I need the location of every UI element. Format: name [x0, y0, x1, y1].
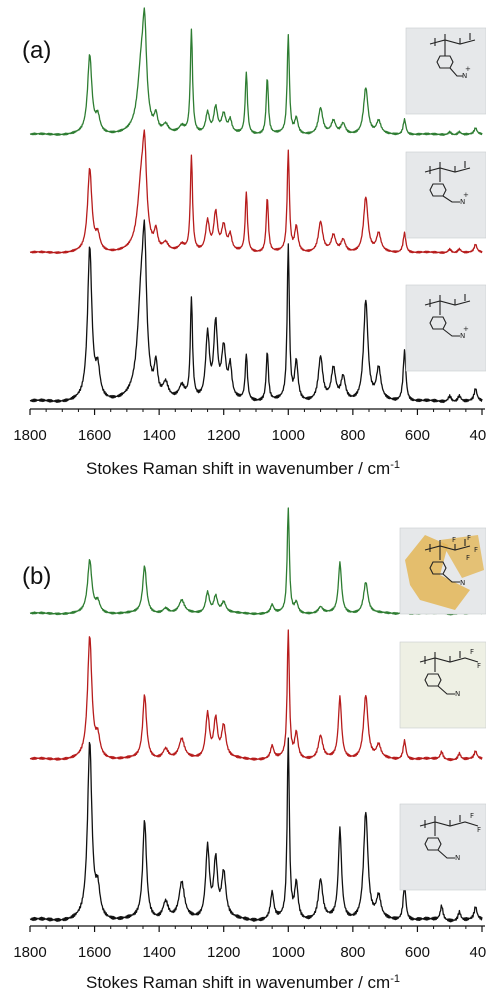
x-tick-label-1400: 1400 — [142, 944, 175, 961]
svg-text:F: F — [470, 648, 474, 656]
svg-text:F: F — [467, 534, 471, 542]
panel-b-label: (b) — [22, 563, 51, 590]
x-axis-title-a: Stokes Raman shift in wavenumber / cm-1 — [86, 459, 400, 478]
spectrum-trace-2 — [29, 129, 483, 255]
x-tick-label-1800: 1800 — [13, 944, 46, 961]
svg-text:+: + — [465, 65, 471, 73]
x-tick-label-1200: 1200 — [207, 427, 240, 444]
x-tick-label-1000: 1000 — [272, 427, 305, 444]
svg-text:F: F — [470, 812, 474, 820]
x-tick-label-1400: 1400 — [142, 427, 175, 444]
spectrum-trace-1 — [29, 7, 483, 136]
x-ticks-b — [29, 926, 483, 932]
x-tick-label-1600: 1600 — [78, 944, 111, 961]
x-ticks-a — [29, 409, 483, 415]
spectrum-trace-3 — [29, 737, 483, 923]
x-tick-label-1200: 1200 — [207, 944, 240, 961]
x-tick-label-1000: 1000 — [272, 944, 305, 961]
svg-text:F: F — [474, 546, 478, 554]
x-tick-label-800: 800 — [340, 944, 365, 961]
structure-inset-b-3: N F F — [399, 803, 486, 891]
x-tick-label-600: 600 — [405, 944, 430, 961]
panel-a: (a) 1800 1600 1400 1200 1000 800 600 400 Stokes… — [13, 7, 486, 478]
x-axis-title-b: Stokes Raman shift in wavenumber / cm-1 — [86, 973, 400, 992]
svg-text:N: N — [455, 854, 460, 862]
x-tick-label-1600: 1600 — [78, 427, 111, 444]
structure-inset-b-1: N F F F F — [399, 527, 486, 615]
structure-inset-a-3: N + — [405, 284, 486, 372]
spectrum-trace-3 — [29, 219, 483, 404]
structure-inset-a-2: N + — [405, 151, 486, 239]
svg-text:N: N — [455, 690, 460, 698]
panel-a-label: (a) — [22, 37, 51, 64]
film-photo-shards — [405, 535, 470, 610]
svg-text:N: N — [462, 72, 467, 80]
structure-inset-b-2: N F F — [399, 641, 486, 729]
svg-text:F: F — [477, 662, 481, 670]
x-tick-label-1800: 1800 — [13, 427, 46, 444]
x-tick-label-800: 800 — [340, 427, 365, 444]
x-tick-label-400: 400 — [469, 427, 486, 444]
svg-text:+: + — [463, 191, 469, 199]
x-tick-label-600: 600 — [405, 427, 430, 444]
x-tick-labels-a: 1800 1600 1400 1200 1000 800 600 400 — [13, 427, 486, 444]
svg-text:N: N — [460, 332, 465, 340]
spectrum-trace-2 — [29, 629, 483, 762]
plot-a-traces — [29, 7, 483, 404]
panel-b: (b) 1800 1600 1400 1200 1000 800 600 400 Stokes… — [13, 507, 486, 992]
svg-text:F: F — [477, 826, 481, 834]
x-tick-labels-b: 1800 1600 1400 1200 1000 800 600 400 — [13, 944, 486, 961]
svg-text:N: N — [460, 198, 465, 206]
svg-text:F: F — [452, 536, 456, 544]
svg-text:+: + — [463, 325, 469, 333]
svg-text:N: N — [460, 579, 465, 587]
svg-text:F: F — [466, 554, 470, 562]
structure-inset-a-1: N + — [405, 27, 486, 115]
x-tick-label-400: 400 — [469, 944, 486, 961]
